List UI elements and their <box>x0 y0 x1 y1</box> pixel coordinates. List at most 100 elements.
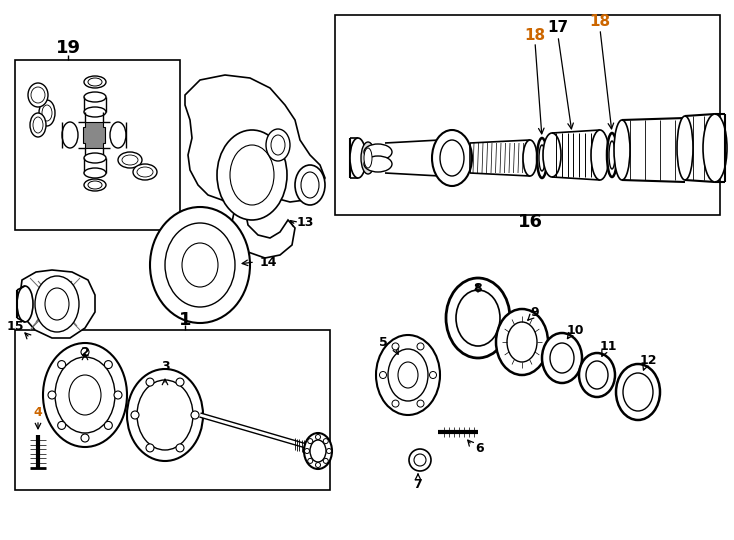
Ellipse shape <box>301 172 319 198</box>
Ellipse shape <box>537 138 547 178</box>
Circle shape <box>114 391 122 399</box>
Ellipse shape <box>217 130 287 220</box>
Ellipse shape <box>295 165 325 205</box>
Ellipse shape <box>579 353 615 397</box>
Ellipse shape <box>84 153 106 163</box>
Ellipse shape <box>542 333 582 383</box>
Ellipse shape <box>310 440 326 462</box>
Circle shape <box>323 438 328 443</box>
Ellipse shape <box>43 343 127 447</box>
Circle shape <box>409 449 431 471</box>
Ellipse shape <box>550 343 574 373</box>
Ellipse shape <box>133 164 157 180</box>
Ellipse shape <box>440 140 464 176</box>
Ellipse shape <box>677 116 693 180</box>
Ellipse shape <box>84 76 106 88</box>
Ellipse shape <box>361 142 375 174</box>
Text: 17: 17 <box>548 21 569 36</box>
Ellipse shape <box>84 92 106 102</box>
Text: 19: 19 <box>56 39 81 57</box>
Ellipse shape <box>150 207 250 323</box>
Text: 8: 8 <box>473 281 482 294</box>
Circle shape <box>392 343 399 350</box>
Ellipse shape <box>182 243 218 287</box>
Circle shape <box>58 421 65 429</box>
Ellipse shape <box>55 357 115 433</box>
Ellipse shape <box>84 168 106 178</box>
Circle shape <box>191 411 199 419</box>
Ellipse shape <box>446 278 510 358</box>
Text: 2: 2 <box>81 346 90 359</box>
Ellipse shape <box>456 290 500 346</box>
Ellipse shape <box>137 167 153 177</box>
Text: 15: 15 <box>7 321 24 334</box>
Circle shape <box>392 400 399 407</box>
Ellipse shape <box>118 152 142 168</box>
Ellipse shape <box>364 156 392 172</box>
Circle shape <box>176 444 184 452</box>
Circle shape <box>323 458 328 463</box>
Ellipse shape <box>165 223 235 307</box>
Ellipse shape <box>266 129 290 161</box>
Ellipse shape <box>364 148 372 168</box>
Ellipse shape <box>364 144 392 160</box>
Circle shape <box>58 361 65 369</box>
Text: 10: 10 <box>566 323 584 336</box>
Circle shape <box>104 361 112 369</box>
Text: 3: 3 <box>161 361 170 374</box>
Ellipse shape <box>42 105 52 121</box>
Polygon shape <box>83 122 105 148</box>
Ellipse shape <box>376 335 440 415</box>
Text: 12: 12 <box>639 354 657 368</box>
Ellipse shape <box>623 373 653 411</box>
Ellipse shape <box>591 130 609 180</box>
Circle shape <box>81 348 89 356</box>
Ellipse shape <box>496 309 548 375</box>
Ellipse shape <box>388 349 428 401</box>
Bar <box>15 60 180 230</box>
Ellipse shape <box>607 133 617 177</box>
Ellipse shape <box>609 141 615 169</box>
Ellipse shape <box>88 78 102 86</box>
Circle shape <box>316 462 321 468</box>
Ellipse shape <box>122 155 138 165</box>
Circle shape <box>131 411 139 419</box>
Text: 9: 9 <box>531 307 539 320</box>
Circle shape <box>176 378 184 386</box>
Polygon shape <box>185 75 325 258</box>
Circle shape <box>104 421 112 429</box>
Ellipse shape <box>45 288 69 320</box>
Bar <box>335 15 720 215</box>
Ellipse shape <box>39 100 55 126</box>
Ellipse shape <box>84 179 106 191</box>
Circle shape <box>146 444 154 452</box>
Circle shape <box>316 435 321 440</box>
Bar <box>15 330 330 490</box>
Circle shape <box>417 400 424 407</box>
Ellipse shape <box>88 181 102 189</box>
Circle shape <box>48 391 56 399</box>
Ellipse shape <box>33 117 43 133</box>
Ellipse shape <box>84 107 106 117</box>
Text: 18: 18 <box>524 28 545 43</box>
Ellipse shape <box>543 133 561 177</box>
Ellipse shape <box>523 140 537 176</box>
Ellipse shape <box>137 380 193 450</box>
Text: 18: 18 <box>589 15 611 30</box>
Ellipse shape <box>35 276 79 332</box>
Circle shape <box>429 372 437 379</box>
Ellipse shape <box>28 83 48 107</box>
Ellipse shape <box>350 138 366 178</box>
Ellipse shape <box>30 113 46 137</box>
Circle shape <box>414 454 426 466</box>
Circle shape <box>305 449 310 454</box>
Circle shape <box>327 449 332 454</box>
Ellipse shape <box>614 120 630 180</box>
Circle shape <box>146 378 154 386</box>
Ellipse shape <box>17 286 33 322</box>
Text: 5: 5 <box>379 335 388 348</box>
Circle shape <box>308 438 313 443</box>
Ellipse shape <box>31 87 45 103</box>
Ellipse shape <box>62 122 78 148</box>
Text: 6: 6 <box>476 442 484 455</box>
